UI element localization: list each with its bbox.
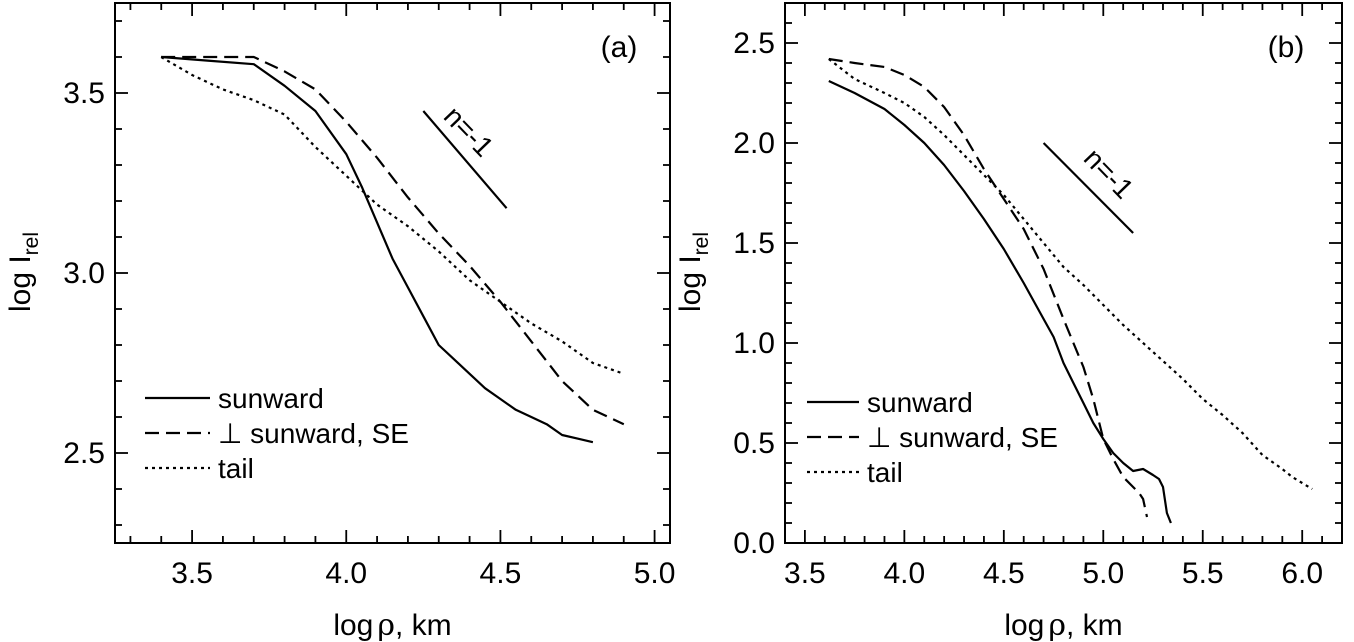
legend: sunward ⊥ sunward, SE tail xyxy=(145,383,409,484)
panel-b: 3.5 4.0 4.5 5.0 5.5 6.0 0.0 0.5 1.0 1.5 2.0 2.5 log ρ… xyxy=(674,2,1343,642)
y-tick-label: 2.5 xyxy=(63,437,105,470)
x-tick-label: 3.5 xyxy=(171,557,213,590)
x-tick-label: 4.5 xyxy=(983,557,1025,590)
series-line-solid xyxy=(828,80,1172,524)
x-tick-label: 6.0 xyxy=(1281,557,1323,590)
legend-label: sunward xyxy=(867,387,973,418)
y-tick-label: 3.0 xyxy=(63,257,105,290)
legend: sunward ⊥ sunward, SE tail xyxy=(807,387,1058,488)
x-tick-label: 5.0 xyxy=(634,557,676,590)
legend-label: ⊥ sunward, SE xyxy=(867,422,1058,453)
y-axis-label: log Irel xyxy=(674,232,713,312)
legend-label: tail xyxy=(867,457,903,488)
y-tick-label: 3.5 xyxy=(63,77,105,110)
plot-frame xyxy=(114,2,671,544)
x-tick-label: 3.5 xyxy=(784,557,826,590)
legend-label: tail xyxy=(218,453,254,484)
y-tick-label: 2.5 xyxy=(733,27,775,60)
y-axis-label: log Irel xyxy=(4,232,43,312)
series-line-dotted xyxy=(160,56,625,375)
y-tick-label: 1.5 xyxy=(733,227,775,260)
y-tick-label: 0.0 xyxy=(733,527,775,560)
series-line-dashed xyxy=(828,57,1149,518)
slope-reference-line xyxy=(422,110,508,209)
slope-label: n=-1 xyxy=(438,100,500,162)
panel-a: 3.5 4.0 4.5 5.0 2.5 3.0 3.5 log ρ, km log Irel (a)… xyxy=(4,2,676,642)
y-tick-label: 1.0 xyxy=(733,327,775,360)
x-tick-label: 4.0 xyxy=(883,557,925,590)
slope-label: n=-1 xyxy=(1078,142,1140,204)
x-tick-label: 5.5 xyxy=(1182,557,1224,590)
x-tick-label: 5.0 xyxy=(1082,557,1124,590)
y-tick-label: 0.5 xyxy=(733,427,775,460)
panel-label: (b) xyxy=(1268,31,1305,64)
x-axis-label: log ρ, km xyxy=(1004,608,1122,642)
x-tick-label: 4.5 xyxy=(480,557,522,590)
series-line-dotted xyxy=(828,58,1313,490)
x-axis-label: log ρ, km xyxy=(333,608,451,642)
x-tick-label: 4.0 xyxy=(325,557,367,590)
slope-reference-line xyxy=(1042,142,1134,234)
series-line-dashed xyxy=(161,55,625,426)
legend-label: sunward xyxy=(218,383,324,414)
panel-label: (a) xyxy=(601,31,638,64)
series-line-solid xyxy=(161,55,594,444)
y-tick-label: 2.0 xyxy=(733,127,775,160)
legend-label: ⊥ sunward, SE xyxy=(218,418,409,449)
